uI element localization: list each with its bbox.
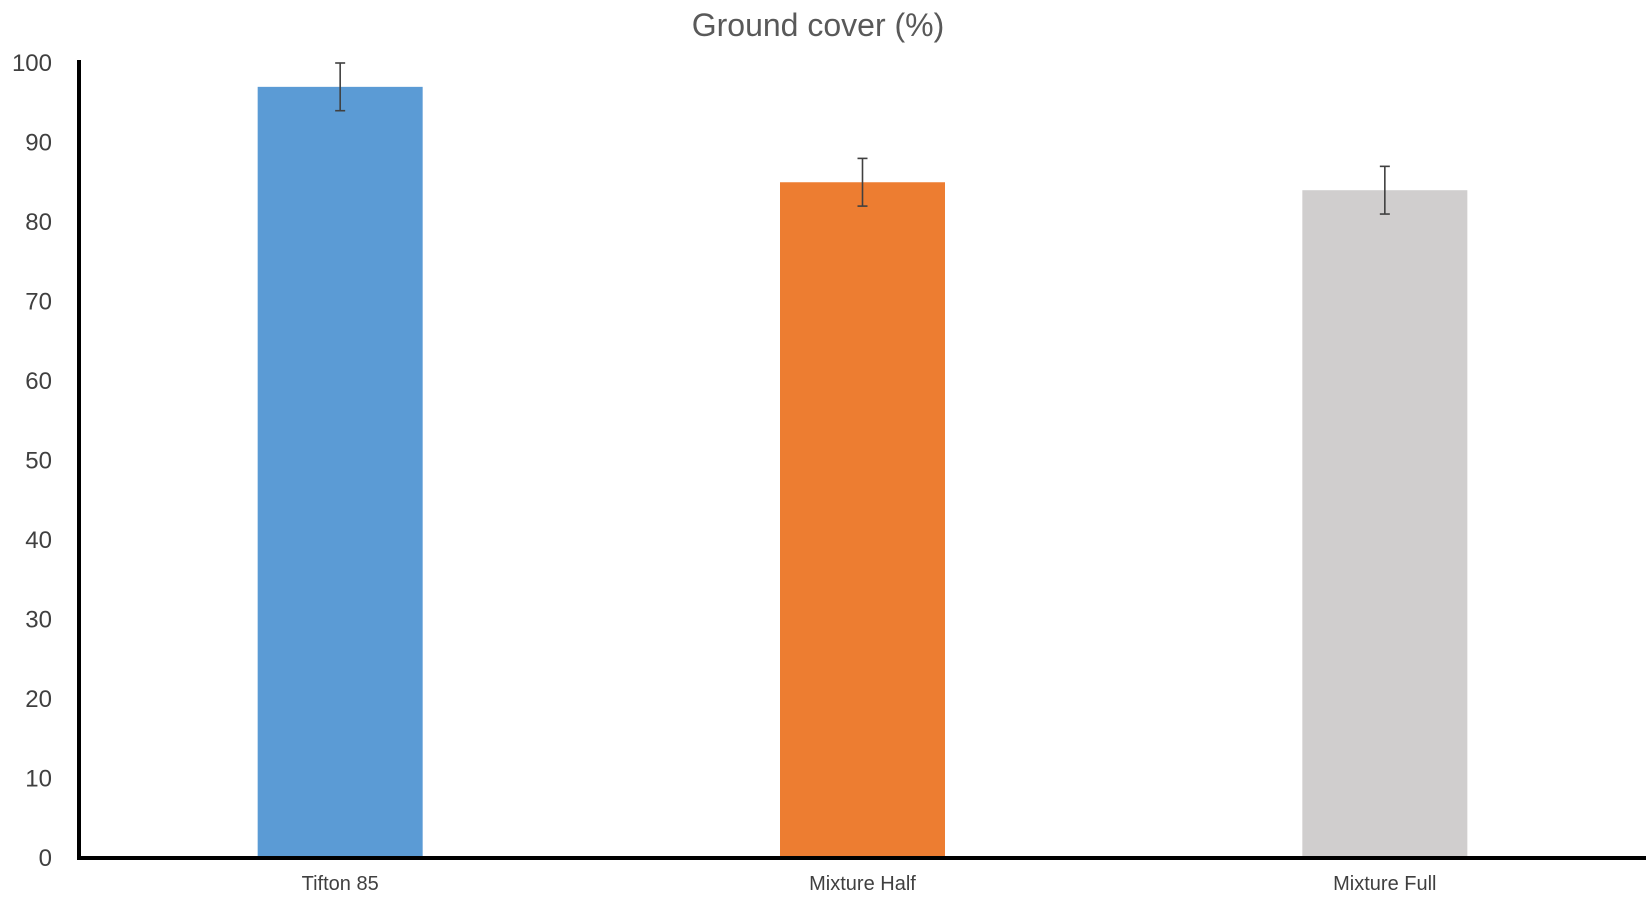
y-tick-label: 50: [25, 448, 52, 475]
y-tick-label: 90: [25, 130, 52, 157]
bars-layer: [257, 86, 1468, 859]
y-tick-label: 70: [25, 289, 52, 316]
bar-mixture-half: [780, 182, 945, 858]
y-tick-label: 100: [12, 50, 52, 77]
y-tick-label: 0: [39, 845, 52, 872]
y-tick-label: 80: [25, 209, 52, 236]
y-tick-label: 30: [25, 607, 52, 634]
bar-mixture-full: [1302, 190, 1468, 858]
y-tick-label: 20: [25, 686, 52, 713]
error-bar-mixture-full: [1379, 165, 1390, 215]
y-tick-label: 10: [25, 766, 52, 793]
x-tick-label: Mixture Half: [809, 873, 916, 895]
x-tick-label: Tifton 85: [302, 873, 379, 895]
y-axis-ticks: 0 10 20 30 40 50 60 70 80 90 100: [12, 50, 52, 872]
y-tick-label: 60: [25, 368, 52, 395]
chart-title: Ground cover (%): [692, 7, 945, 43]
x-tick-label: Mixture Full: [1333, 873, 1436, 895]
bar-tifton-85: [257, 86, 423, 859]
y-tick-label: 40: [25, 527, 52, 554]
error-bar-tifton-85: [335, 62, 346, 112]
error-bar-mixture-half: [857, 157, 868, 207]
error-bars-layer: [335, 62, 1390, 215]
x-axis-ticks: Tifton 85 Mixture Half Mixture Full: [302, 873, 1437, 895]
